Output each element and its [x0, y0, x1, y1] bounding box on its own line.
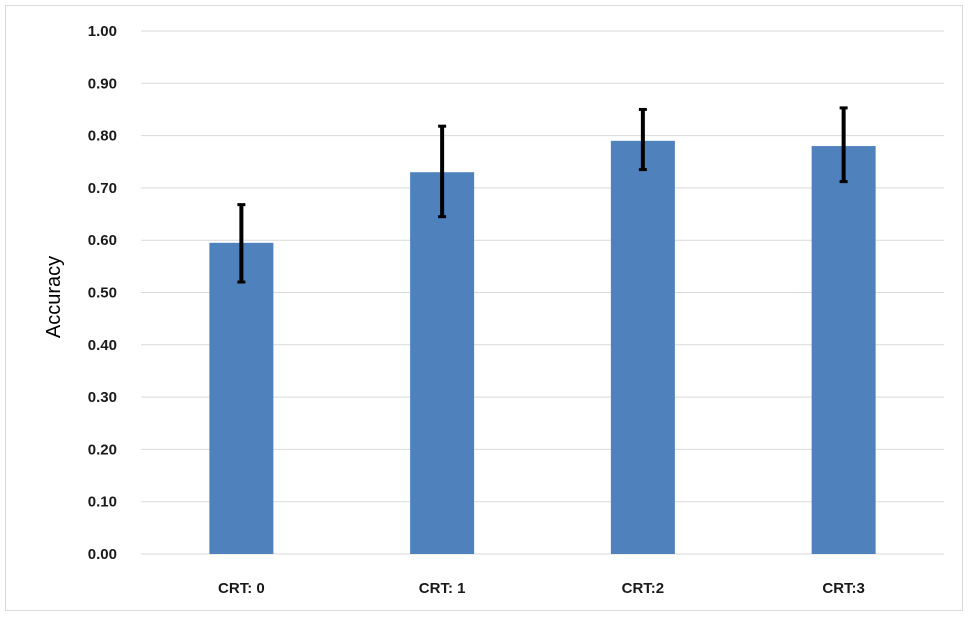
- bar: [811, 146, 876, 554]
- y-tick-label: 0.50: [88, 285, 117, 302]
- x-category-label: CRT: 1: [419, 580, 466, 597]
- gridlines: [141, 30, 944, 555]
- y-tick-label: 0.00: [88, 546, 117, 563]
- chart-frame: 0.00 0.10 0.20 0.30 0.40 0.50 0.60 0.70 0.80 0.90…: [5, 5, 963, 611]
- y-axis-ticks: 0.00 0.10 0.20 0.30 0.40 0.50 0.60 0.70 0.80 0.90…: [88, 23, 117, 563]
- x-category-label: CRT:3: [822, 580, 865, 597]
- y-tick-label: 0.40: [88, 337, 117, 354]
- bar: [209, 242, 274, 554]
- y-tick-label: 0.80: [88, 128, 117, 145]
- y-tick-label: 0.10: [88, 494, 117, 511]
- y-tick-label: 0.30: [88, 389, 117, 406]
- bar: [610, 140, 675, 554]
- bar-chart: 0.00 0.10 0.20 0.30 0.40 0.50 0.60 0.70 0.80 0.90…: [43, 23, 944, 597]
- error-bar: [638, 107, 647, 172]
- x-axis-categories: CRT: 0 CRT: 1 CRT:2 CRT:3: [218, 580, 865, 597]
- x-category-label: CRT: 0: [218, 580, 265, 597]
- bar: [410, 172, 475, 554]
- x-category-label: CRT:2: [622, 580, 665, 597]
- error-bar: [438, 124, 447, 219]
- y-tick-label: 1.00: [88, 23, 117, 40]
- y-tick-label: 0.20: [88, 441, 117, 458]
- y-axis-title: Accuracy: [43, 256, 65, 338]
- bars: [209, 140, 876, 554]
- y-tick-label: 0.70: [88, 180, 117, 197]
- y-tick-label: 0.90: [88, 75, 117, 92]
- y-tick-label: 0.60: [88, 232, 117, 249]
- error-bars: [237, 106, 848, 284]
- error-bar: [237, 203, 246, 284]
- error-bar: [839, 106, 848, 184]
